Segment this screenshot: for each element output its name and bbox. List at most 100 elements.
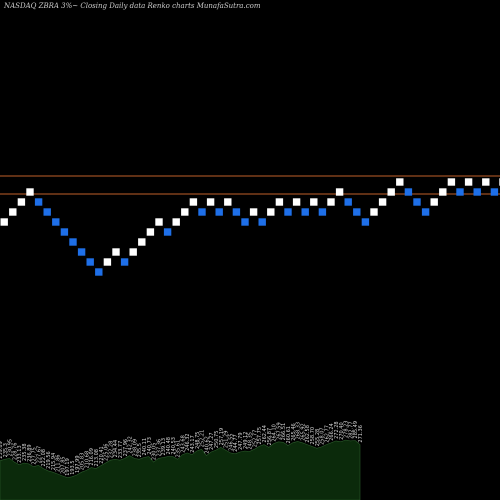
down-brick — [215, 208, 223, 216]
down-brick — [241, 218, 249, 226]
price-label: 235.3 — [3, 443, 9, 457]
price-label: 233.13 — [17, 445, 23, 463]
price-label: 244.77 — [233, 434, 239, 452]
price-label: 242.32 — [128, 436, 134, 454]
price-label: 240.48 — [166, 437, 172, 455]
price-label: 197.19 — [65, 458, 71, 476]
up-brick — [464, 178, 473, 186]
down-brick — [404, 188, 413, 196]
price-label: 270.40 — [339, 422, 345, 440]
price-label: 235.61 — [176, 440, 182, 458]
up-brick — [378, 198, 387, 206]
price-label: 268.33 — [296, 422, 302, 440]
down-brick — [86, 258, 94, 266]
price-label: 262.77 — [324, 425, 330, 443]
renko-bricks — [0, 178, 500, 276]
down-brick — [473, 188, 481, 196]
price-label: 211.86 — [56, 455, 62, 473]
volume-fill — [0, 439, 361, 500]
down-brick — [34, 198, 43, 206]
price-label: 271.36 — [358, 425, 364, 443]
price-label: 252.21 — [200, 430, 206, 448]
up-brick — [129, 248, 137, 256]
price-label: 230.05 — [152, 443, 158, 461]
price-label: 228.76 — [12, 443, 18, 461]
up-brick — [146, 228, 155, 236]
volume-area — [0, 439, 361, 500]
down-brick — [163, 228, 172, 236]
price-label: 246.32 — [185, 433, 191, 451]
up-brick — [103, 258, 112, 266]
down-brick — [413, 198, 421, 206]
up-brick — [327, 198, 335, 206]
down-brick — [353, 208, 361, 216]
up-brick — [396, 178, 404, 186]
down-brick — [52, 218, 60, 226]
down-brick — [318, 208, 327, 216]
price-label: 262.58 — [305, 425, 311, 443]
up-brick — [275, 198, 284, 206]
down-brick — [284, 208, 292, 216]
down-brick — [258, 218, 266, 226]
chart-title: NASDAQ ZBRA 3%~ Closing Daily data Renko… — [3, 2, 261, 10]
price-label: 258.07 — [320, 427, 326, 445]
price-label: 220.41 — [99, 446, 105, 464]
up-brick — [155, 218, 163, 226]
down-brick — [43, 208, 51, 216]
price-label: 219.56 — [46, 451, 52, 469]
up-brick — [172, 218, 180, 226]
price-label: 240.62 — [204, 436, 210, 454]
price-label: 197.99 — [75, 455, 81, 473]
up-brick — [9, 208, 17, 216]
price-label: 237.96 — [123, 439, 129, 457]
down-brick — [232, 208, 241, 216]
price-label: 282.77 — [348, 421, 354, 439]
price-label: 247.27 — [209, 432, 215, 450]
up-brick — [310, 198, 318, 206]
up-brick — [112, 248, 120, 256]
down-brick — [77, 248, 86, 256]
up-brick — [249, 208, 258, 216]
price-label: 215.94 — [51, 453, 57, 471]
up-brick — [482, 178, 490, 186]
price-label: 258.70 — [310, 427, 316, 445]
price-label: 267.59 — [276, 422, 282, 440]
price-label: 225.06 — [104, 444, 110, 462]
price-label: 262.44 — [262, 425, 268, 443]
price-label: 247.79 — [238, 432, 244, 450]
price-label: 240.53 — [171, 437, 177, 455]
price-label: 232.28 — [108, 441, 114, 459]
price-label: 233.77 — [118, 441, 124, 459]
price-label: 237.36 — [156, 439, 162, 457]
price-label: 238.09 — [132, 439, 138, 457]
up-brick — [370, 208, 378, 216]
up-brick — [447, 178, 456, 186]
down-brick — [60, 228, 69, 236]
down-brick — [456, 188, 464, 196]
level-lines — [0, 175, 500, 195]
up-brick — [17, 198, 26, 206]
up-brick — [430, 198, 438, 206]
price-label: 260.61 — [286, 426, 292, 444]
price-label: 210.68 — [84, 451, 90, 469]
down-brick — [95, 268, 103, 276]
up-brick — [224, 198, 232, 206]
down-brick — [198, 208, 206, 216]
up-brick — [206, 198, 215, 206]
down-brick — [301, 208, 309, 216]
down-brick — [421, 208, 430, 216]
price-label: 249.12 — [243, 432, 249, 449]
price-label: 235.5 — [137, 443, 143, 457]
price-label: 265.46 — [291, 423, 297, 441]
price-label: 227.67 — [36, 446, 42, 464]
up-brick — [138, 238, 146, 246]
price-label: 265.92 — [300, 423, 306, 441]
price-label: 239.89 — [0, 441, 4, 459]
price-label: 256.87 — [267, 428, 273, 446]
down-brick — [490, 188, 499, 196]
price-label: 257.75 — [257, 427, 263, 445]
price-label: 207.85 — [60, 456, 66, 474]
price-label: 285.49 — [353, 421, 359, 439]
